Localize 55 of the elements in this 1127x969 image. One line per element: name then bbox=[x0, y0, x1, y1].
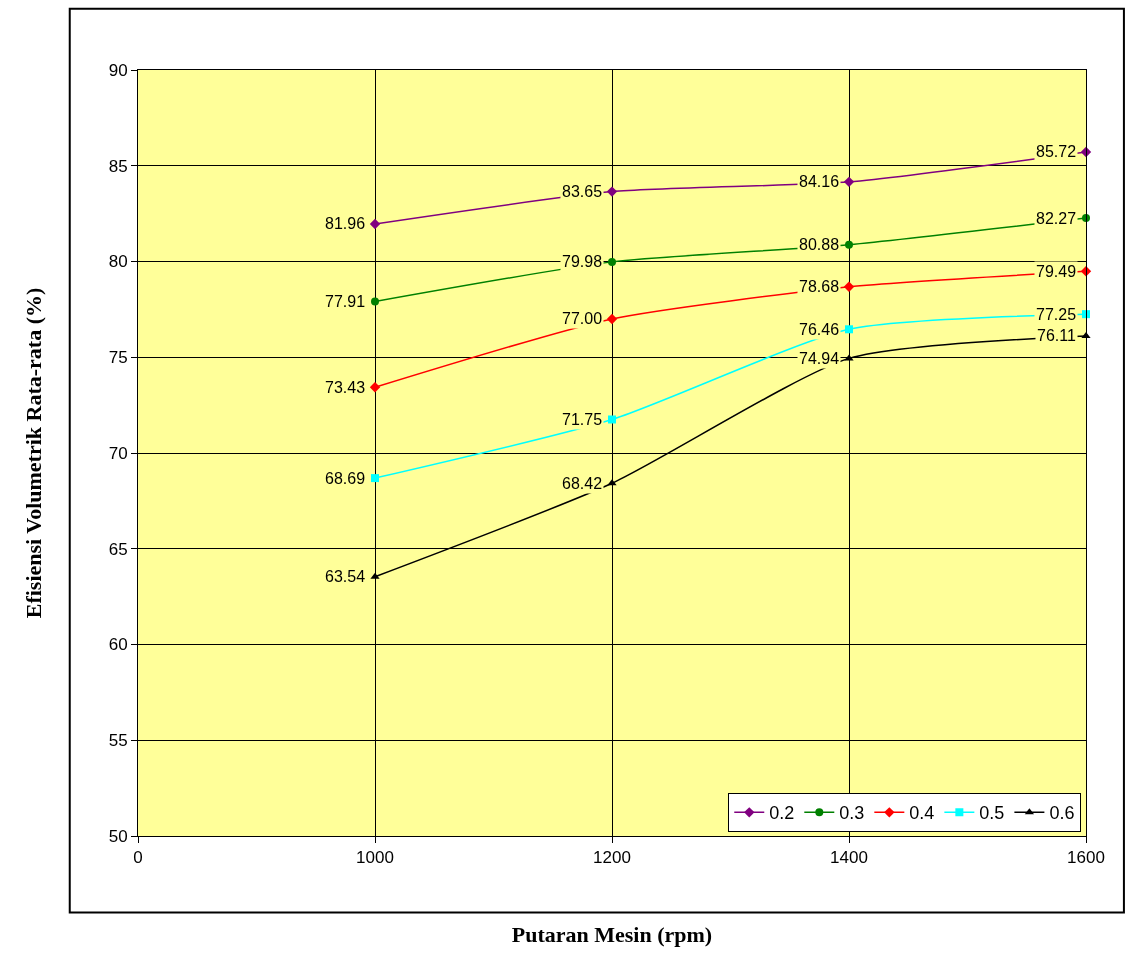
point bbox=[843, 176, 855, 188]
point bbox=[371, 474, 379, 483]
data-label: 80.88 bbox=[799, 236, 840, 253]
legend-label: 0.4 bbox=[909, 803, 935, 824]
x-tick-label: 0 bbox=[133, 848, 143, 868]
data-label: 77.91 bbox=[325, 293, 366, 310]
y-tick-label: 50 bbox=[108, 826, 128, 846]
data-label: 68.69 bbox=[325, 470, 366, 487]
data-label: 81.96 bbox=[325, 215, 366, 232]
data-label: 77.00 bbox=[562, 310, 603, 327]
y-tick-label: 70 bbox=[108, 443, 128, 463]
point bbox=[608, 257, 616, 266]
point bbox=[845, 240, 853, 249]
data-label: 82.27 bbox=[1036, 210, 1077, 227]
y-tick-label: 55 bbox=[108, 731, 128, 751]
data-label: 78.68 bbox=[799, 278, 840, 295]
point bbox=[606, 313, 618, 325]
point bbox=[608, 415, 616, 424]
y-tick-label: 65 bbox=[108, 539, 128, 559]
data-label: 85.72 bbox=[1036, 143, 1077, 160]
data-label: 68.42 bbox=[562, 475, 603, 492]
legend-label: 0.2 bbox=[769, 803, 795, 824]
y-tick-label: 75 bbox=[108, 348, 128, 368]
data-label: 74.94 bbox=[799, 350, 840, 367]
legend-label: 0.6 bbox=[1049, 803, 1075, 824]
y-tick-label: 60 bbox=[108, 635, 128, 655]
x-tick-label: 1600 bbox=[1067, 848, 1105, 868]
point bbox=[369, 218, 381, 230]
point bbox=[370, 572, 380, 579]
data-label: 83.65 bbox=[562, 183, 603, 200]
y-axis-title: Efisiensi Volumetrik Rata-rata (%) bbox=[21, 287, 47, 619]
data-label: 76.11 bbox=[1037, 327, 1076, 344]
point bbox=[843, 281, 855, 292]
data-label: 73.43 bbox=[325, 379, 366, 396]
data-label: 76.46 bbox=[799, 321, 840, 338]
x-tick-label: 1000 bbox=[356, 848, 394, 868]
data-label: 84.16 bbox=[799, 173, 840, 190]
point bbox=[371, 297, 379, 306]
data-label: 71.75 bbox=[562, 411, 603, 428]
point bbox=[606, 186, 618, 197]
legend-label: 0.3 bbox=[839, 803, 865, 824]
data-label: 63.54 bbox=[325, 568, 366, 585]
data-label: 79.98 bbox=[562, 253, 603, 270]
point bbox=[1080, 146, 1092, 158]
data-label: 79.49 bbox=[1036, 263, 1077, 280]
point bbox=[369, 382, 381, 393]
data-label: 77.25 bbox=[1036, 306, 1077, 323]
y-tick-label: 90 bbox=[108, 60, 128, 80]
legend-label: 0.5 bbox=[979, 803, 1005, 824]
x-axis-title: Putaran Mesin (rpm) bbox=[511, 922, 713, 948]
point bbox=[845, 325, 853, 334]
x-tick-label: 1400 bbox=[830, 848, 868, 868]
x-tick-label: 1200 bbox=[593, 848, 631, 868]
y-tick-label: 85 bbox=[108, 156, 128, 176]
y-tick-label: 80 bbox=[108, 252, 128, 272]
